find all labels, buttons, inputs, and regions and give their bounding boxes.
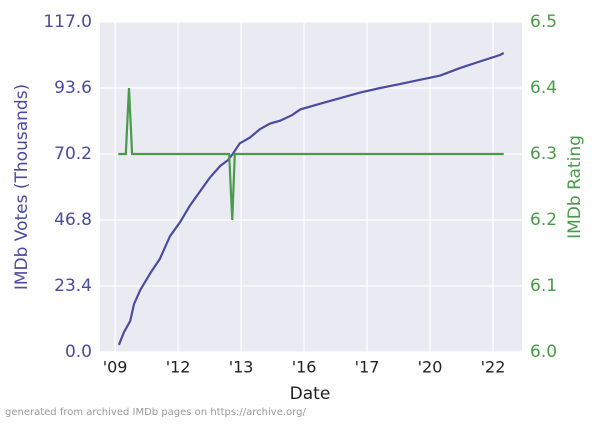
x-tick-label: '09 xyxy=(103,358,128,377)
y-tick-label: 93.6 xyxy=(54,78,92,98)
y-tick-label: 46.8 xyxy=(54,210,92,230)
y2-tick-label: 6.0 xyxy=(530,342,557,362)
y2-tick-label: 6.2 xyxy=(530,210,557,230)
y2-tick-label: 6.3 xyxy=(530,144,557,164)
y-tick-label: 23.4 xyxy=(54,276,92,296)
y-tick-label: 117.0 xyxy=(43,12,92,32)
y-tick-label: 70.2 xyxy=(54,144,92,164)
footnote: generated from archived IMDb pages on ht… xyxy=(5,407,306,418)
y-tick-label: 0.0 xyxy=(65,342,92,362)
line-series xyxy=(117,52,505,346)
y-axis-label: IMDb Votes (Thousands) xyxy=(12,84,32,290)
x-tick-label: '12 xyxy=(166,358,191,377)
y2-tick-label: 6.4 xyxy=(530,78,557,98)
x-tick-label: '16 xyxy=(292,358,317,377)
y2-axis-label: IMDb Rating xyxy=(565,135,585,239)
x-tick-label: '22 xyxy=(481,358,506,377)
plot-area xyxy=(100,22,522,352)
x-tick-label: '20 xyxy=(418,358,443,377)
y2-tick-label: 6.1 xyxy=(530,276,557,296)
x-tick-label: '17 xyxy=(355,358,380,377)
y2-tick-label: 6.5 xyxy=(530,12,557,32)
x-tick-label: '13 xyxy=(229,358,254,377)
x-axis-label: Date xyxy=(290,384,331,404)
line-series xyxy=(118,87,504,221)
